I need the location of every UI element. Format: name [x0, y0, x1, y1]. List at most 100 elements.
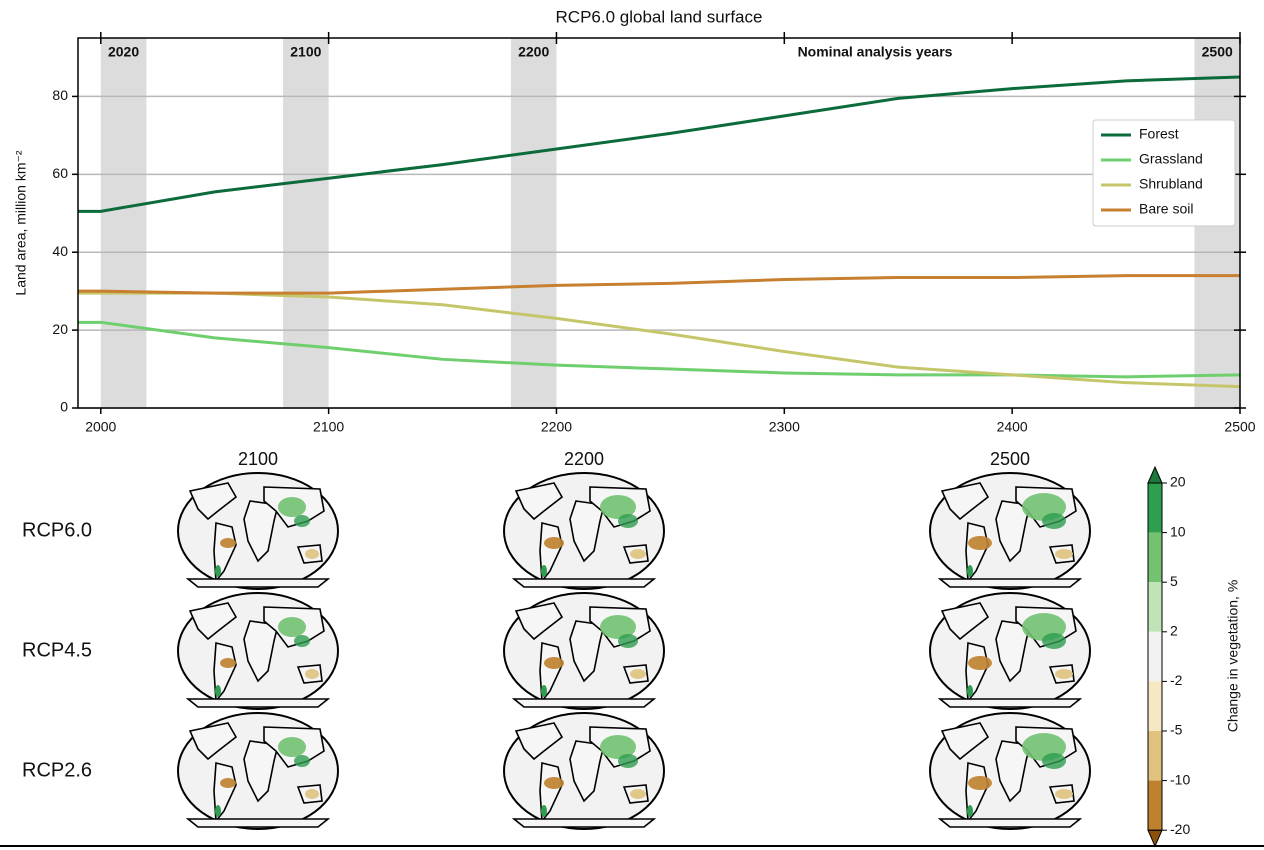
- y-tick-label: 40: [52, 243, 68, 259]
- analysis-period: [100, 38, 147, 408]
- map-change: [630, 549, 646, 559]
- map-land: [940, 722, 990, 761]
- y-tick-label: 0: [60, 399, 68, 415]
- map-column-title: 2200: [564, 449, 604, 469]
- colorbar-segment: [1148, 483, 1162, 533]
- map-change: [215, 805, 221, 817]
- period-label: 2200: [518, 44, 549, 60]
- world-map: [177, 592, 339, 710]
- period-label: 2100: [290, 44, 321, 60]
- world-map: [929, 712, 1091, 830]
- map-change: [544, 777, 564, 789]
- x-tick-label: 2300: [769, 419, 800, 435]
- map-change: [1055, 789, 1073, 799]
- map-land: [940, 482, 990, 521]
- colorbar-segment: [1148, 681, 1162, 731]
- colorbar-extend-top: [1147, 465, 1163, 484]
- map-change: [278, 617, 306, 637]
- map-change: [967, 685, 973, 697]
- y-axis-label: Land area, million km⁻²: [13, 150, 29, 295]
- map-land: [511, 698, 657, 708]
- y-tick-label: 80: [52, 87, 68, 103]
- map-change: [294, 635, 310, 647]
- map-land: [185, 698, 331, 708]
- colorbar-segment: [1148, 780, 1162, 831]
- map-change: [618, 754, 638, 768]
- map-land: [514, 722, 564, 761]
- x-tick-label: 2000: [85, 419, 116, 435]
- map-change: [278, 737, 306, 757]
- map-change: [630, 789, 646, 799]
- x-tick-label: 2500: [1224, 419, 1255, 435]
- map-land: [937, 818, 1083, 828]
- colorbar-segment: [1148, 731, 1162, 781]
- map-change: [618, 514, 638, 528]
- legend-box: [1092, 119, 1236, 227]
- map-change: [600, 615, 636, 639]
- map-change: [600, 735, 636, 759]
- map-land: [511, 818, 657, 828]
- analysis-period: [510, 38, 557, 408]
- map-change: [215, 685, 221, 697]
- map-land: [188, 722, 238, 761]
- map-change: [305, 549, 319, 559]
- world-map: [503, 712, 665, 830]
- map-change: [967, 565, 973, 577]
- series-line: [78, 75, 1241, 213]
- map-change: [294, 515, 310, 527]
- x-tick-label: 2100: [313, 419, 344, 435]
- colorbar-tick-label: -20: [1170, 821, 1190, 837]
- map-change: [305, 789, 319, 799]
- map-change: [544, 537, 564, 549]
- map-row-label: RCP4.5: [22, 639, 92, 661]
- y-tick-label: 60: [52, 165, 68, 181]
- map-change: [541, 685, 547, 697]
- colorbar-segment: [1148, 582, 1162, 632]
- map-land: [188, 602, 238, 641]
- map-land: [185, 578, 331, 588]
- map-change: [630, 669, 646, 679]
- map-land: [514, 602, 564, 641]
- map-land: [514, 482, 564, 521]
- x-tick-label: 2200: [541, 419, 572, 435]
- world-map: [503, 592, 665, 710]
- map-change: [1042, 633, 1066, 649]
- map-change: [220, 778, 236, 788]
- world-map: [177, 472, 339, 590]
- map-land: [185, 818, 331, 828]
- map-row-label: RCP6.0: [22, 519, 92, 541]
- legend-label: Shrubland: [1139, 176, 1203, 192]
- period-label: 2500: [1202, 44, 1233, 60]
- map-change: [305, 669, 319, 679]
- world-map: [177, 712, 339, 830]
- colorbar-tick-label: -2: [1170, 672, 1183, 688]
- x-tick-label: 2400: [997, 419, 1028, 435]
- map-change: [600, 495, 636, 519]
- legend-label: Forest: [1139, 126, 1179, 142]
- colorbar-frame: [1147, 482, 1163, 831]
- colorbar-tick-label: 2: [1170, 623, 1178, 639]
- colorbar-extend-bottom: [1147, 829, 1163, 848]
- annotation: Nominal analysis years: [798, 44, 953, 60]
- colorbar-tick-label: 10: [1170, 523, 1186, 539]
- map-change: [294, 755, 310, 767]
- analysis-period: [283, 38, 329, 408]
- map-change: [968, 776, 992, 790]
- map-land: [937, 698, 1083, 708]
- colorbar-tick-label: 20: [1170, 474, 1186, 490]
- world-map: [503, 472, 665, 590]
- map-change: [220, 538, 236, 548]
- map-land: [940, 602, 990, 641]
- map-change: [1042, 753, 1066, 769]
- world-map: [929, 592, 1091, 710]
- map-change: [968, 536, 992, 550]
- map-change: [215, 565, 221, 577]
- map-column-title: 2500: [990, 449, 1030, 469]
- map-change: [618, 634, 638, 648]
- map-change: [278, 497, 306, 517]
- y-tick-label: 20: [52, 321, 68, 337]
- chart-title: RCP6.0 global land surface: [556, 7, 763, 26]
- map-change: [967, 805, 973, 817]
- map-row-label: RCP2.6: [22, 759, 92, 781]
